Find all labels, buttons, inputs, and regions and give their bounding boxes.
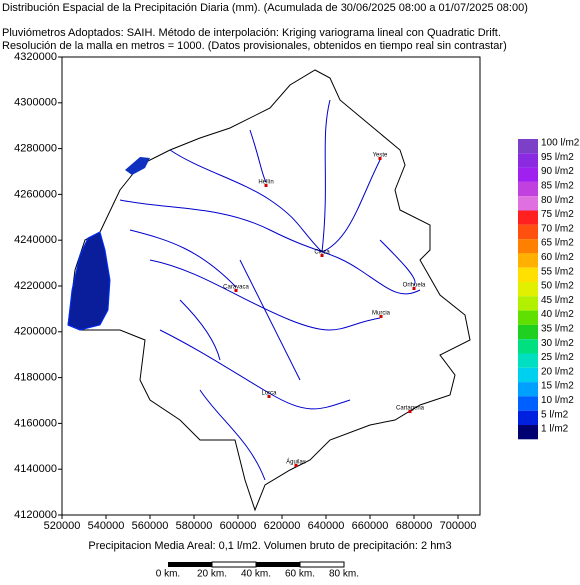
city-marker [234, 289, 238, 292]
legend-swatch [518, 382, 538, 397]
x-tick-label: 580000 [176, 520, 213, 532]
city-marker [408, 410, 412, 413]
subtitle: Pluviómetros Adoptados: SAIH. Método de … [2, 27, 501, 39]
legend-swatch [518, 239, 538, 254]
y-tick-label: 4240000 [14, 234, 57, 246]
city-marker [294, 464, 298, 467]
legend-label: 95 l/m2 [541, 152, 574, 163]
y-tick-label: 4260000 [14, 188, 57, 200]
city-label: Hellín [258, 180, 273, 186]
y-tick-label: 4200000 [14, 326, 57, 338]
x-tick-label: 520000 [44, 520, 81, 532]
city-label: Águilas [286, 459, 306, 466]
legend-swatch [518, 396, 538, 411]
legend-swatch [518, 296, 538, 311]
city-label: Lorca [261, 391, 277, 397]
city-label: Cartagena [396, 406, 425, 412]
legend-swatch [518, 167, 538, 182]
legend-label: 65 l/m2 [541, 238, 574, 249]
legend-swatch [518, 196, 538, 211]
legend-label: 85 l/m2 [541, 181, 574, 192]
legend-swatch [518, 253, 538, 268]
x-tick-label: 640000 [308, 520, 345, 532]
title: Distribución Espacial de la Precipitació… [2, 2, 528, 14]
city-marker [320, 254, 324, 257]
footer: Precipitacion Media Areal: 0,1 l/m2. Vol… [88, 540, 451, 552]
legend-label: 30 l/m2 [541, 338, 574, 349]
y-tick-label: 4320000 [14, 51, 57, 63]
legend-swatch [518, 339, 538, 354]
scale-label: 0 km. [156, 569, 180, 580]
y-tick-label: 4220000 [14, 280, 57, 292]
legend-swatch [518, 324, 538, 340]
city-marker [412, 287, 416, 290]
legend-swatch [518, 282, 538, 297]
scale-label: 20 km. [197, 569, 227, 580]
y-tick-label: 4280000 [14, 143, 57, 155]
x-tick-label: 560000 [132, 520, 169, 532]
legend-swatch [518, 181, 538, 197]
legend-swatch [518, 210, 538, 225]
y-tick-label: 4120000 [14, 509, 57, 521]
legend-label: 40 l/m2 [541, 309, 574, 320]
legend-label: 60 l/m2 [541, 252, 574, 263]
legend-label: 55 l/m2 [541, 266, 574, 277]
legend-label: 20 l/m2 [541, 366, 574, 377]
scale-label: 80 km. [329, 569, 359, 580]
legend-swatch [518, 267, 538, 282]
legend-label: 25 l/m2 [541, 352, 574, 363]
x-tick-label: 620000 [264, 520, 301, 532]
scale-bar [168, 561, 345, 568]
city-marker [264, 184, 268, 187]
y-tick-label: 4300000 [14, 97, 57, 109]
legend-label: 90 l/m2 [541, 166, 574, 177]
scale-label: 40 km. [241, 569, 271, 580]
legend-swatch [518, 153, 538, 168]
y-tick-label: 4180000 [14, 372, 57, 384]
legend-label: 10 l/m2 [541, 395, 574, 406]
scale-label: 60 km. [285, 569, 315, 580]
legend-label: 5 l/m2 [541, 409, 569, 420]
legend-swatch [518, 353, 538, 368]
legend-swatch [518, 425, 538, 440]
city-label: Cieza [314, 250, 330, 256]
x-tick-label: 700000 [440, 520, 477, 532]
city-label: Orihuela [403, 283, 426, 289]
city-marker [378, 157, 382, 160]
rain-area [125, 157, 150, 175]
subtitle: Resolución de la malla en metros = 1000.… [2, 40, 507, 52]
rain-area [67, 231, 111, 331]
city-marker [379, 315, 383, 318]
legend-label: 45 l/m2 [541, 295, 574, 306]
rivers [119, 99, 421, 481]
legend-swatch [518, 224, 538, 240]
legend-label: 15 l/m2 [541, 381, 574, 392]
legend-label: 50 l/m2 [541, 281, 574, 292]
legend-label: 100 l/m2 [541, 138, 580, 149]
y-tick-label: 4160000 [14, 417, 57, 429]
legend-label: 35 l/m2 [541, 324, 574, 335]
legend-label: 70 l/m2 [541, 223, 574, 234]
legend-swatch [518, 410, 538, 425]
legend-label: 75 l/m2 [541, 209, 574, 220]
city-label: Murcia [372, 311, 391, 317]
x-tick-label: 600000 [220, 520, 257, 532]
legend-label: 80 l/m2 [541, 195, 574, 206]
basin-outline [67, 69, 471, 512]
x-tick-label: 660000 [352, 520, 389, 532]
legend-label: 1 l/m2 [541, 424, 569, 435]
legend-swatch [518, 310, 538, 325]
x-tick-label: 540000 [88, 520, 125, 532]
legend-swatch [518, 367, 538, 383]
x-tick-label: 680000 [396, 520, 433, 532]
city-marker [267, 395, 271, 398]
city-label: Yeste [373, 153, 388, 159]
y-tick-label: 4140000 [14, 463, 57, 475]
city-label: Caravaca [223, 285, 249, 291]
legend-swatch [518, 139, 538, 154]
